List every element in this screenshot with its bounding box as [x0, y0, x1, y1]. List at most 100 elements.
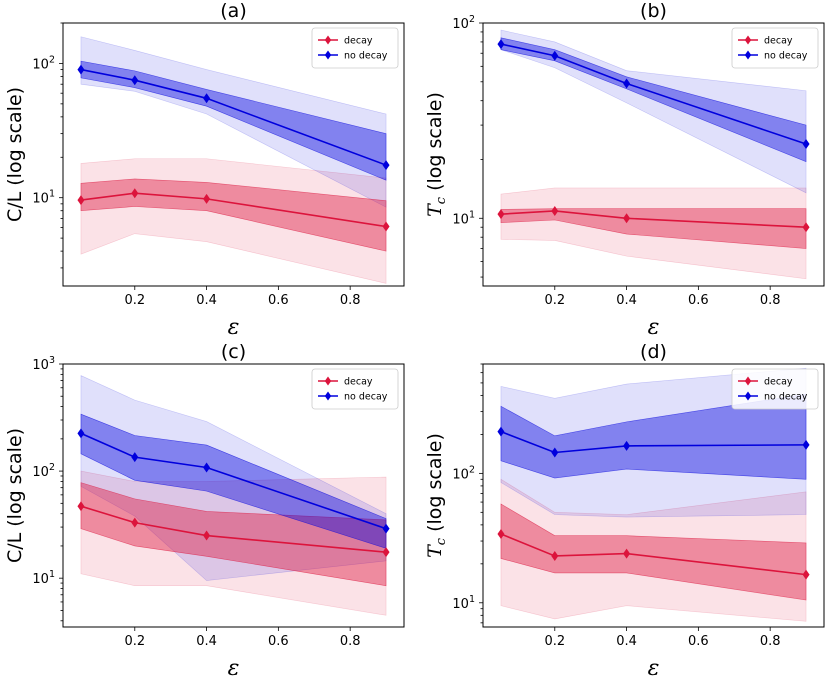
- x-tick-label: 0.6: [268, 293, 289, 308]
- x-tick-label: 0.2: [124, 634, 145, 649]
- x-axis-label: ε: [648, 656, 660, 676]
- outer-band: [80, 470, 387, 616]
- x-tick-label: 0.8: [760, 293, 781, 308]
- y-axis-label: Tc (log scale): [424, 433, 449, 558]
- data-point: [497, 529, 505, 540]
- x-axis-label: ε: [228, 315, 240, 340]
- x-tick-label: 0.4: [616, 634, 637, 649]
- data-point: [203, 93, 211, 104]
- inner-band: [80, 178, 387, 252]
- outer-band: [80, 158, 387, 284]
- data-point: [203, 462, 211, 473]
- legend-marker: [744, 35, 752, 45]
- axes-frame: [482, 363, 825, 628]
- y-tick-label: 101: [452, 209, 475, 227]
- legend-label: no decay: [764, 51, 808, 62]
- legend-box: [311, 368, 399, 410]
- x-axis-label: ε: [228, 656, 240, 676]
- data-point: [551, 50, 559, 61]
- legend-box: [731, 368, 819, 410]
- legend-label: decay: [764, 377, 793, 388]
- x-tick-label: 0.4: [196, 634, 217, 649]
- series-line: [500, 43, 807, 145]
- data-point: [131, 75, 139, 86]
- data-point: [77, 195, 85, 206]
- inner-band: [500, 208, 807, 249]
- data-point: [382, 160, 390, 171]
- outer-band: [500, 187, 807, 280]
- inner-band: [500, 37, 807, 163]
- inner-band: [80, 482, 387, 587]
- chart-panel: 0.2 0.4 0.6 0.8 101 102 (a) ε C/L (log scale) dec…: [4, 0, 405, 340]
- data-point: [77, 64, 85, 75]
- data-point: [802, 569, 810, 580]
- chart-title: (b): [640, 0, 667, 22]
- legend-marker: [744, 391, 752, 401]
- inner-band: [500, 393, 807, 480]
- legend: decay no decay: [731, 368, 819, 410]
- outer-band: [500, 367, 807, 518]
- data-point: [497, 39, 505, 50]
- chart-title: (a): [220, 0, 246, 22]
- plot-area: [497, 29, 810, 280]
- y-tick-label: 102: [32, 54, 55, 72]
- data-point: [802, 439, 810, 450]
- legend-marker: [744, 50, 752, 60]
- legend-label: decay: [344, 377, 373, 388]
- series-line: [80, 68, 387, 166]
- y-tick-label: 102: [452, 464, 475, 482]
- data-point: [623, 440, 631, 451]
- data-point: [551, 447, 559, 458]
- axes-frame: [62, 363, 405, 628]
- series-line: [500, 430, 807, 454]
- data-point: [551, 550, 559, 561]
- legend: decay no decay: [311, 27, 399, 69]
- data-point: [802, 139, 810, 150]
- legend-marker: [324, 35, 332, 45]
- outer-band: [500, 478, 807, 622]
- legend-label: no decay: [344, 392, 388, 403]
- data-point: [131, 517, 139, 528]
- legend-marker: [324, 50, 332, 60]
- data-point: [623, 213, 631, 224]
- data-point: [623, 78, 631, 89]
- legend-marker: [324, 391, 332, 401]
- legend-box: [311, 27, 399, 69]
- data-point: [131, 188, 139, 199]
- x-tick-label: 0.8: [340, 293, 361, 308]
- data-point: [497, 209, 505, 220]
- x-tick-label: 0.2: [544, 293, 565, 308]
- inner-band: [80, 60, 387, 181]
- plot-area: [77, 36, 390, 284]
- x-tick-label: 0.8: [760, 634, 781, 649]
- legend-marker: [744, 376, 752, 386]
- chart-panel: 0.2 0.4 0.6 0.8 101 102 (b) ε Tc (log scale) deca…: [424, 0, 825, 340]
- chart-title: (d): [640, 341, 667, 363]
- legend-label: no decay: [344, 51, 388, 62]
- x-tick-label: 0.6: [688, 634, 709, 649]
- data-point: [382, 221, 390, 232]
- data-point: [77, 501, 85, 512]
- x-tick-label: 0.2: [124, 293, 145, 308]
- plot-area: [497, 367, 810, 622]
- series-line: [80, 432, 387, 530]
- x-tick-label: 0.2: [544, 634, 565, 649]
- data-point: [802, 222, 810, 233]
- y-tick-label: 101: [32, 569, 55, 587]
- data-point: [77, 428, 85, 439]
- data-point: [203, 530, 211, 541]
- legend-label: decay: [764, 36, 793, 47]
- y-tick-label: 102: [32, 462, 55, 480]
- inner-band: [500, 503, 807, 601]
- legend: decay no decay: [731, 27, 819, 69]
- data-point: [382, 523, 390, 534]
- y-tick-label: 101: [452, 594, 475, 612]
- data-point: [623, 548, 631, 559]
- legend-box: [731, 27, 819, 69]
- axes-frame: [62, 22, 405, 287]
- series-line: [80, 192, 387, 228]
- legend-label: decay: [344, 36, 373, 47]
- x-tick-label: 0.6: [268, 634, 289, 649]
- chart-title: (c): [221, 341, 246, 363]
